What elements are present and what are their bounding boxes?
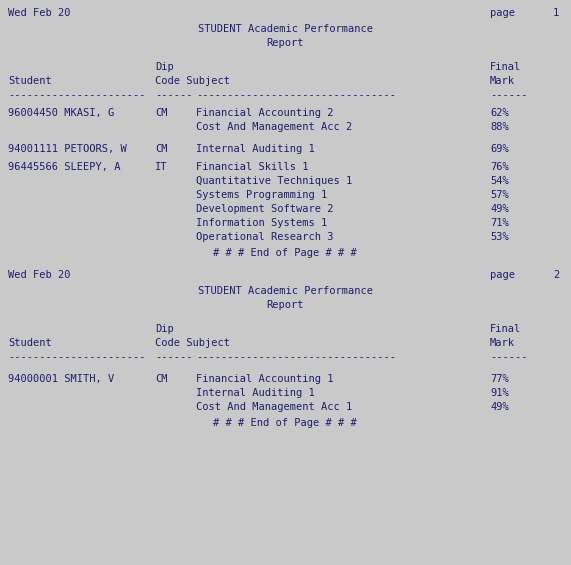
Text: Financial Accounting 2: Financial Accounting 2 xyxy=(196,108,333,118)
Text: 49%: 49% xyxy=(490,402,509,412)
Text: # # # End of Page # # #: # # # End of Page # # # xyxy=(213,248,357,258)
Text: ------: ------ xyxy=(155,90,192,100)
Text: ----------------------: ---------------------- xyxy=(8,352,146,362)
Text: 77%: 77% xyxy=(490,374,509,384)
Text: page: page xyxy=(490,270,515,280)
Text: IT: IT xyxy=(155,162,167,172)
Text: 96445566 SLEEPY, A: 96445566 SLEEPY, A xyxy=(8,162,120,172)
Text: page: page xyxy=(490,8,515,18)
Text: --------------------------------: -------------------------------- xyxy=(196,352,396,362)
Text: ----------------------: ---------------------- xyxy=(8,90,146,100)
Text: Cost And Management Acc 1: Cost And Management Acc 1 xyxy=(196,402,352,412)
Text: Dip: Dip xyxy=(155,62,174,72)
Text: CM: CM xyxy=(155,144,167,154)
Text: Student: Student xyxy=(8,338,52,348)
Text: 88%: 88% xyxy=(490,122,509,132)
Text: 1: 1 xyxy=(553,8,559,18)
Text: 96004450 MKASI, G: 96004450 MKASI, G xyxy=(8,108,114,118)
Text: ------: ------ xyxy=(155,352,192,362)
Text: Dip: Dip xyxy=(155,324,174,334)
Text: Quantitative Techniques 1: Quantitative Techniques 1 xyxy=(196,176,352,186)
Text: --------------------------------: -------------------------------- xyxy=(196,90,396,100)
Text: Operational Research 3: Operational Research 3 xyxy=(196,232,333,242)
Text: Report: Report xyxy=(266,38,304,48)
Text: 91%: 91% xyxy=(490,388,509,398)
Text: STUDENT Academic Performance: STUDENT Academic Performance xyxy=(198,24,372,34)
Text: CM: CM xyxy=(155,108,167,118)
Text: 54%: 54% xyxy=(490,176,509,186)
Text: Final: Final xyxy=(490,62,521,72)
Text: 94001111 PETOORS, W: 94001111 PETOORS, W xyxy=(8,144,127,154)
Text: 76%: 76% xyxy=(490,162,509,172)
Text: 62%: 62% xyxy=(490,108,509,118)
Text: Code Subject: Code Subject xyxy=(155,338,230,348)
Text: CM: CM xyxy=(155,374,167,384)
Text: 57%: 57% xyxy=(490,190,509,200)
Text: Code Subject: Code Subject xyxy=(155,76,230,86)
Text: Mark: Mark xyxy=(490,338,515,348)
Text: Financial Skills 1: Financial Skills 1 xyxy=(196,162,308,172)
Text: STUDENT Academic Performance: STUDENT Academic Performance xyxy=(198,286,372,296)
Text: Student: Student xyxy=(8,76,52,86)
Text: 49%: 49% xyxy=(490,204,509,214)
Text: ------: ------ xyxy=(490,90,528,100)
Text: Wed Feb 20: Wed Feb 20 xyxy=(8,270,70,280)
Text: # # # End of Page # # #: # # # End of Page # # # xyxy=(213,418,357,428)
Text: 94000001 SMITH, V: 94000001 SMITH, V xyxy=(8,374,114,384)
Text: 69%: 69% xyxy=(490,144,509,154)
Text: Final: Final xyxy=(490,324,521,334)
Text: Internal Auditing 1: Internal Auditing 1 xyxy=(196,388,315,398)
Text: ------: ------ xyxy=(490,352,528,362)
Text: Development Software 2: Development Software 2 xyxy=(196,204,333,214)
Text: Systems Programming 1: Systems Programming 1 xyxy=(196,190,327,200)
Text: Financial Accounting 1: Financial Accounting 1 xyxy=(196,374,333,384)
Text: Information Systems 1: Information Systems 1 xyxy=(196,218,327,228)
Text: Wed Feb 20: Wed Feb 20 xyxy=(8,8,70,18)
Text: 53%: 53% xyxy=(490,232,509,242)
Text: Report: Report xyxy=(266,300,304,310)
Text: Mark: Mark xyxy=(490,76,515,86)
Text: 2: 2 xyxy=(553,270,559,280)
Text: 71%: 71% xyxy=(490,218,509,228)
Text: Cost And Management Acc 2: Cost And Management Acc 2 xyxy=(196,122,352,132)
Text: Internal Auditing 1: Internal Auditing 1 xyxy=(196,144,315,154)
